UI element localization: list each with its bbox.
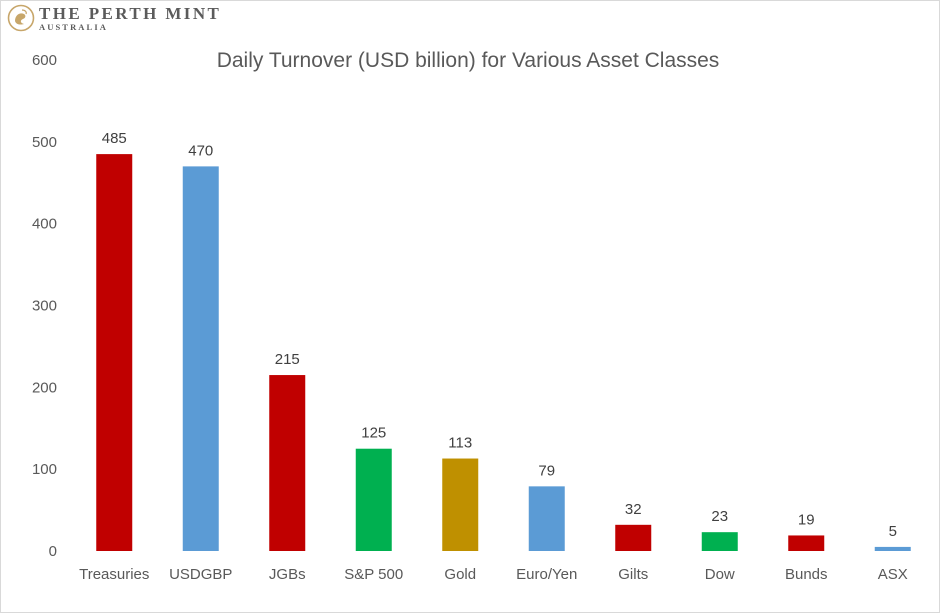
bar [701,532,738,551]
bar [355,448,392,551]
bar [528,486,565,551]
x-tick-label: Dow [705,566,735,583]
y-tick-label: 200 [32,379,57,396]
bar [788,535,825,551]
bar [96,154,133,551]
data-label: 79 [538,462,555,479]
data-label: 23 [711,508,728,525]
y-tick-label: 300 [32,298,57,315]
logo-subtitle: AUSTRALIA [39,22,108,32]
x-tick-label: Gilts [618,566,648,583]
y-tick-label: 0 [49,543,57,560]
x-tick-label: JGBs [269,566,306,583]
y-tick-label: 400 [32,216,57,233]
bar [442,458,479,551]
data-label: 32 [625,501,642,518]
perth-mint-logo: THE PERTH MINT AUSTRALIA [7,4,267,34]
y-tick-label: 600 [32,52,57,69]
bar [182,166,219,551]
x-tick-label: Bunds [785,566,828,583]
data-label: 485 [102,130,127,147]
bar [874,546,911,551]
x-tick-label: ASX [878,566,908,583]
data-label: 470 [188,142,213,159]
y-tick-label: 100 [32,461,57,478]
x-tick-label: Treasuries [79,566,149,583]
swan-crest-icon [7,4,35,32]
x-tick-label: S&P 500 [344,566,403,583]
data-label: 19 [798,511,815,528]
x-tick-label: USDGBP [169,566,232,583]
chart-title: Daily Turnover (USD billion) for Various… [216,49,720,72]
data-label: 125 [361,425,386,442]
logo-name: THE PERTH MINT [39,4,222,23]
y-tick-label: 500 [32,134,57,151]
bar [615,524,652,551]
data-label: 113 [448,435,472,452]
data-label: 5 [889,523,897,540]
x-tick-label: Gold [444,566,476,583]
x-tick-label: Euro/Yen [516,566,577,583]
bar [269,375,306,551]
data-label: 215 [275,351,300,368]
